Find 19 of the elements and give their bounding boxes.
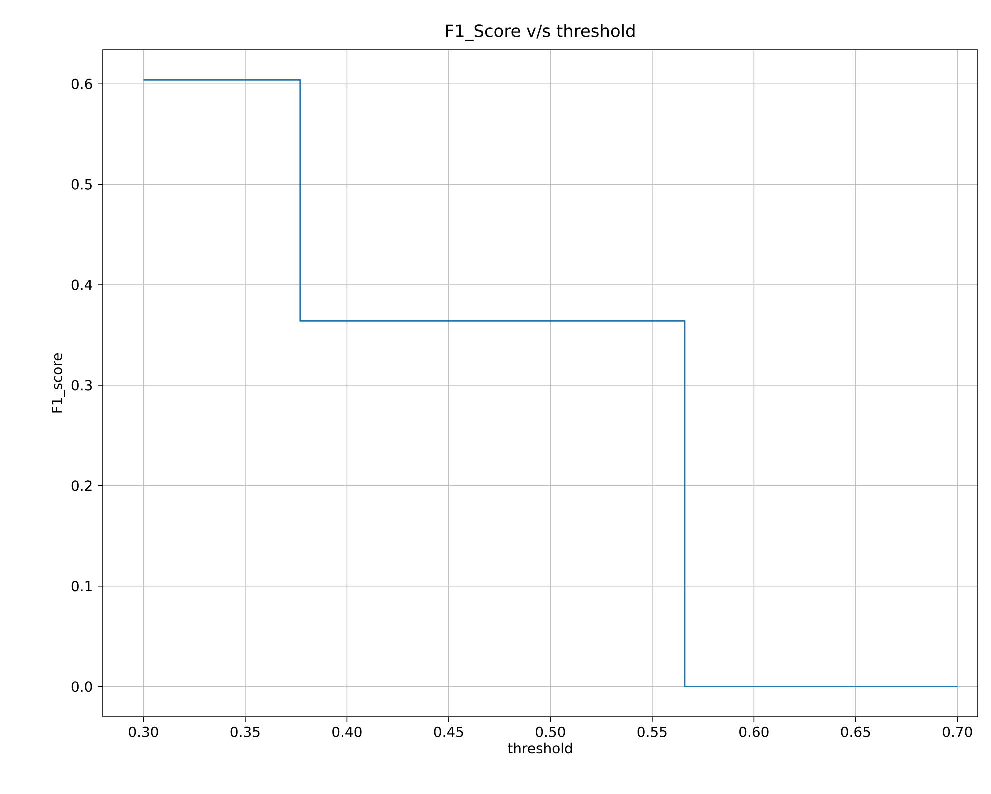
x-tick-label: 0.55 [638,726,667,738]
x-axis-title: threshold [508,742,572,754]
chart-title: F1_Score v/s threshold [446,24,635,42]
y-tick-label: 0.5 [72,179,92,190]
y-tick-label: 0.1 [72,581,92,592]
x-tick-label: 0.45 [434,726,464,738]
y-axis-title: F1_score [52,354,66,413]
x-tick-label: 0.30 [129,726,158,738]
y-tick-label: 0.6 [72,78,92,90]
y-tick-label: 0.4 [72,280,92,290]
x-tick-label: 0.60 [740,726,769,738]
y-tick-label: 0.2 [72,480,92,492]
y-tick-label: 0.3 [72,380,92,391]
x-tick-label: 0.70 [943,726,972,738]
x-tick-label: 0.65 [841,726,870,738]
x-tick-label: 0.50 [536,726,566,738]
x-tick-label: 0.40 [332,726,362,738]
x-tick-label: 0.35 [230,726,260,738]
y-tick-label: 0.0 [72,682,92,692]
